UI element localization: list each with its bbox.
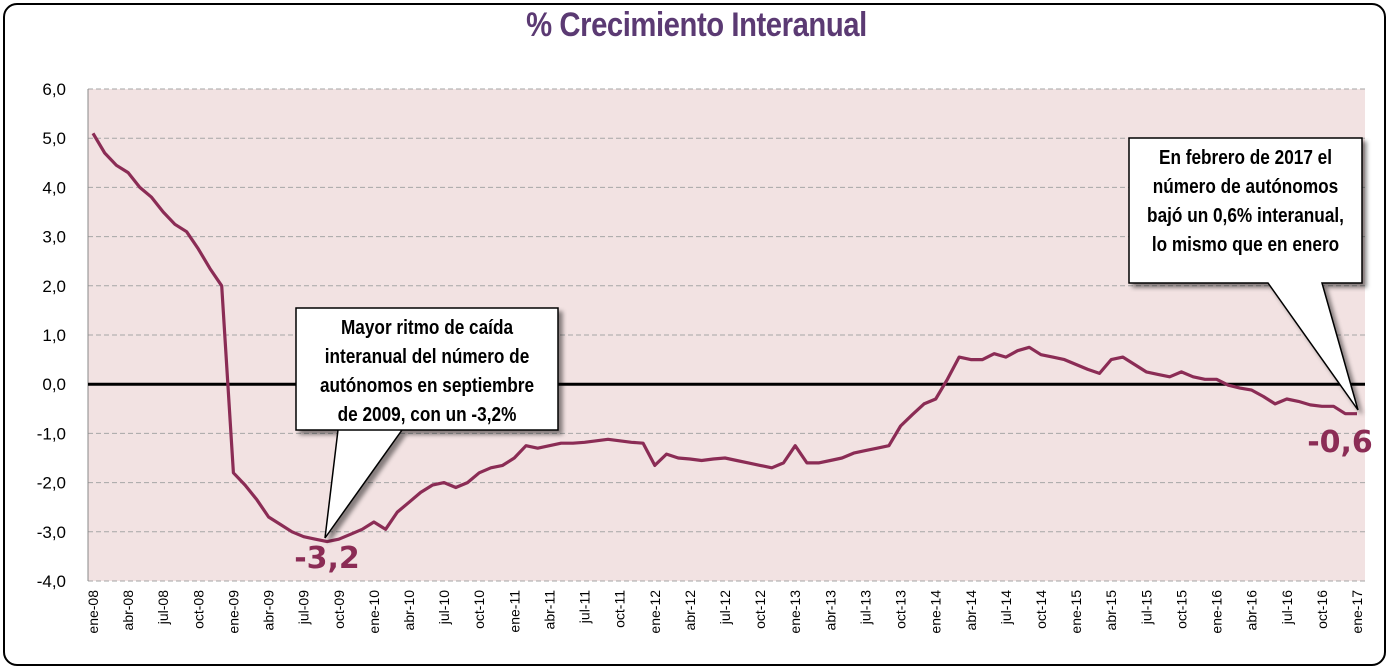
- x-tick-label: abr-11: [541, 590, 557, 630]
- x-axis-ticks: ene-08 abr-08 jul-08 oct-08 ene-09 abr-09 jul-…: [85, 590, 1365, 634]
- x-tick-label: ene-16: [1209, 590, 1225, 634]
- x-tick-label: oct-15: [1173, 590, 1189, 629]
- y-tick-label: -1,0: [37, 424, 66, 443]
- x-tick-label: jul-10: [436, 590, 452, 625]
- annotation-layer: [295, 137, 1363, 539]
- x-tick-label: oct-10: [471, 590, 487, 629]
- x-tick-label: abr-08: [120, 590, 136, 631]
- x-tick-label: abr-15: [1103, 590, 1119, 631]
- x-tick-label: oct-08: [190, 590, 206, 629]
- x-tick-label: jul-12: [717, 590, 733, 625]
- value-labels: -3,2 -0,6: [294, 425, 1373, 576]
- annotation-callout: [1128, 137, 1363, 411]
- y-tick-label: -3,0: [37, 523, 66, 542]
- series-layer: [91, 132, 1357, 544]
- series-line: [91, 132, 1357, 544]
- chart-title: % Crecimiento Interanual: [526, 6, 867, 44]
- y-tick-label: -4,0: [37, 572, 66, 591]
- x-tick-label: ene-10: [366, 590, 382, 634]
- annotation-line: En febrero de 2017 el: [1158, 147, 1333, 169]
- x-tick-label: abr-12: [682, 590, 698, 631]
- y-tick-label: 4,0: [42, 178, 66, 197]
- annotation-2017-text: En febrero de 2017 el número de autónomo…: [1145, 144, 1345, 260]
- y-tick-label: 2,0: [42, 277, 66, 296]
- x-tick-label: abr-09: [261, 590, 277, 631]
- y-tick-label: 0,0: [42, 375, 66, 394]
- x-tick-label: jul-13: [857, 590, 873, 625]
- annotation-line: lo mismo que en enero: [1151, 234, 1340, 256]
- y-tick-label: -2,0: [37, 474, 66, 493]
- x-tick-label: ene-12: [647, 590, 663, 634]
- x-tick-label: jul-15: [1138, 590, 1154, 625]
- x-tick-label: jul-14: [998, 590, 1014, 625]
- x-tick-label: ene-11: [506, 590, 522, 633]
- x-tick-label: oct-13: [893, 590, 909, 629]
- value-label: -0,6: [1307, 425, 1373, 460]
- x-tick-label: abr-13: [822, 590, 838, 631]
- x-tick-label: ene-17: [1349, 590, 1365, 634]
- x-tick-label: abr-14: [963, 590, 979, 631]
- annotation-callout: [295, 307, 559, 539]
- y-tick-label: 5,0: [42, 129, 66, 148]
- x-tick-label: jul-08: [155, 590, 171, 625]
- y-tick-label: 3,0: [42, 228, 66, 247]
- callout-shape: [295, 307, 559, 539]
- x-tick-label: abr-10: [401, 590, 417, 631]
- annotation-line: autónomos en septiembre: [319, 375, 535, 397]
- x-tick-label: ene-13: [787, 590, 803, 634]
- x-tick-label: ene-09: [225, 590, 241, 634]
- x-tick-label: ene-08: [85, 590, 101, 634]
- value-label: -3,2: [294, 541, 360, 576]
- x-tick-label: abr-16: [1244, 590, 1260, 631]
- annotation-line: de 2009, con un -3,2%: [337, 404, 517, 426]
- y-tick-label: 1,0: [42, 326, 66, 345]
- y-axis-ticks: 6,0 5,0 4,0 3,0 2,0 1,0 0,0 -1,0 -2,0 -3,0 -4,0: [37, 80, 66, 591]
- x-tick-label: jul-16: [1279, 590, 1295, 625]
- annotation-line: Mayor ritmo de caída: [340, 317, 514, 339]
- callout-shape: [1128, 137, 1363, 411]
- y-tick-label: 6,0: [42, 80, 66, 99]
- annotation-line: número de autónomos: [1152, 176, 1339, 198]
- x-tick-label: oct-12: [752, 590, 768, 629]
- annotation-2009-text: Mayor ritmo de caída interanual del núme…: [314, 314, 539, 430]
- x-tick-label: ene-14: [928, 590, 944, 634]
- x-tick-label: oct-14: [1033, 590, 1049, 629]
- x-tick-label: ene-15: [1068, 590, 1084, 634]
- x-tick-label: jul-11: [577, 590, 593, 624]
- x-tick-label: oct-09: [331, 590, 347, 629]
- x-tick-label: oct-11: [612, 590, 628, 628]
- annotation-line: interanual del número de: [324, 346, 530, 368]
- x-tick-label: oct-16: [1314, 590, 1330, 629]
- annotation-line: bajó un 0,6% interanual,: [1147, 205, 1344, 227]
- x-tick-label: jul-09: [296, 590, 312, 625]
